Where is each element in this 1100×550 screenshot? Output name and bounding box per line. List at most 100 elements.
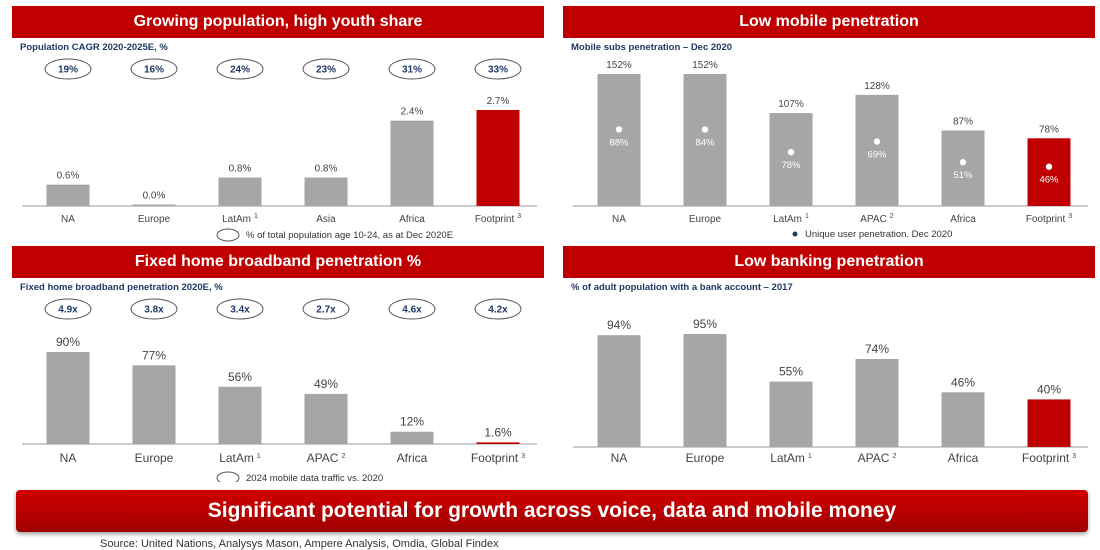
panel-subtitle: Population CAGR 2020-2025E, %: [20, 42, 168, 53]
panel-subtitle: Mobile subs penetration – Dec 2020: [571, 42, 733, 53]
legend-label: % of total population age 10-24, as at D…: [246, 230, 453, 241]
ellipse-marker: [302, 58, 350, 80]
category-label: Africa: [950, 214, 976, 225]
ellipse-marker: [44, 58, 92, 80]
category-label: Footprint 3: [1026, 213, 1072, 225]
source-note: Source: United Nations, Analysys Mason, …: [100, 538, 499, 550]
category-label: NA: [60, 451, 77, 465]
ellipse-marker: [388, 58, 436, 80]
data-label: 107%: [778, 99, 804, 110]
ellipse-label: 3.8x: [144, 305, 164, 316]
ellipse-marker: [474, 58, 522, 80]
data-label: 2.7%: [487, 96, 510, 107]
bar: [46, 352, 90, 444]
ellipse-label: 2.7x: [316, 305, 336, 316]
ellipse-marker: [216, 298, 264, 320]
category-label: Europe: [138, 214, 171, 225]
data-label: 56%: [228, 370, 252, 384]
legend-ellipse: [216, 471, 240, 482]
data-label: 0.0%: [143, 191, 166, 202]
data-label: 12%: [400, 415, 424, 429]
category-label: LatAm 1: [773, 213, 809, 225]
unique-user-label: 51%: [953, 170, 973, 181]
category-label: Europe: [689, 214, 722, 225]
bar: [476, 442, 520, 444]
ellipse-label: 4.6x: [402, 305, 422, 316]
panel-title: Growing population, high youth share: [12, 6, 544, 38]
unique-user-label: 78%: [781, 160, 801, 171]
data-label: 78%: [1039, 124, 1059, 135]
footnote-mark: 3: [1068, 213, 1072, 220]
bar: [597, 335, 641, 447]
footnote-mark: 2: [892, 453, 896, 460]
unique-user-dot: [873, 138, 881, 145]
category-label: NA: [611, 451, 628, 465]
data-label: 49%: [314, 377, 338, 391]
unique-user-dot: [615, 126, 623, 133]
unique-user-label: 88%: [609, 137, 629, 148]
panel-subtitle: Fixed home broadband penetration 2020E, …: [20, 282, 223, 293]
unique-user-label: 69%: [867, 150, 887, 161]
bar: [476, 110, 520, 206]
footnote-mark: 3: [521, 453, 525, 460]
footnote-mark: 2: [890, 213, 894, 220]
ellipse-marker: [130, 58, 178, 80]
population-chart: 0.6% NA 19% 0.0% Europe 16% 0.8% LatAm 1 24% 0.8% A…: [22, 58, 537, 242]
conclusion-banner: Significant potential for growth across …: [16, 490, 1088, 532]
bar: [390, 120, 434, 206]
category-label: Footprint 3: [475, 213, 521, 225]
ellipse-label: 24%: [230, 65, 250, 76]
data-label: 152%: [606, 60, 632, 71]
category-label: APAC 2: [307, 451, 346, 465]
data-label: 1.6%: [484, 425, 512, 439]
bar: [769, 113, 813, 206]
legend-dot: [792, 231, 798, 237]
banking-chart: 94% NA 95% Europe 55% LatAm 1 74% APAC 2 46% Africa…: [573, 317, 1088, 465]
footnote-mark: 1: [805, 213, 809, 220]
category-label: NA: [61, 214, 75, 225]
unique-user-dot: [959, 158, 967, 166]
data-label: 90%: [56, 335, 80, 349]
data-label: 94%: [607, 318, 631, 332]
ellipse-marker: [388, 298, 436, 320]
footnote-mark: 1: [254, 213, 258, 220]
unique-user-dot: [701, 126, 709, 133]
data-label: 40%: [1037, 382, 1061, 396]
category-label: LatAm 1: [219, 451, 261, 465]
category-label: LatAm 1: [222, 213, 258, 225]
unique-user-dot: [787, 148, 795, 156]
category-label: LatAm 1: [770, 451, 812, 465]
ellipse-label: 31%: [402, 65, 422, 76]
category-label: Europe: [686, 451, 725, 465]
data-label: 0.8%: [315, 164, 338, 175]
data-label: 46%: [951, 375, 975, 389]
panel-broadband: Fixed home broadband penetration % Fixed…: [12, 246, 544, 482]
bar: [597, 74, 641, 206]
bar: [1027, 399, 1071, 447]
legend-ellipse: [216, 228, 240, 242]
panel-title: Low mobile penetration: [563, 6, 1095, 38]
bar: [304, 177, 348, 206]
data-label: 87%: [953, 116, 973, 127]
bar: [390, 431, 434, 444]
data-label: 0.6%: [57, 171, 80, 182]
footnote-mark: 1: [808, 453, 812, 460]
footnote-mark: 1: [257, 453, 261, 460]
ellipse-label: 4.9x: [58, 305, 78, 316]
footnote-mark: 3: [517, 213, 521, 220]
bar: [683, 74, 727, 206]
bar: [1027, 138, 1071, 206]
data-label: 0.8%: [229, 164, 252, 175]
data-label: 95%: [693, 317, 717, 331]
category-label: NA: [612, 214, 626, 225]
ellipse-marker: [302, 298, 350, 320]
bar: [304, 393, 348, 444]
category-label: Footprint 3: [1022, 451, 1076, 465]
footnote-mark: 2: [341, 453, 345, 460]
ellipse-marker: [474, 298, 522, 320]
bar: [683, 334, 727, 447]
bar: [855, 94, 899, 206]
data-label: 74%: [865, 342, 889, 356]
unique-user-dot: [1045, 163, 1053, 170]
ellipse-marker: [130, 298, 178, 320]
